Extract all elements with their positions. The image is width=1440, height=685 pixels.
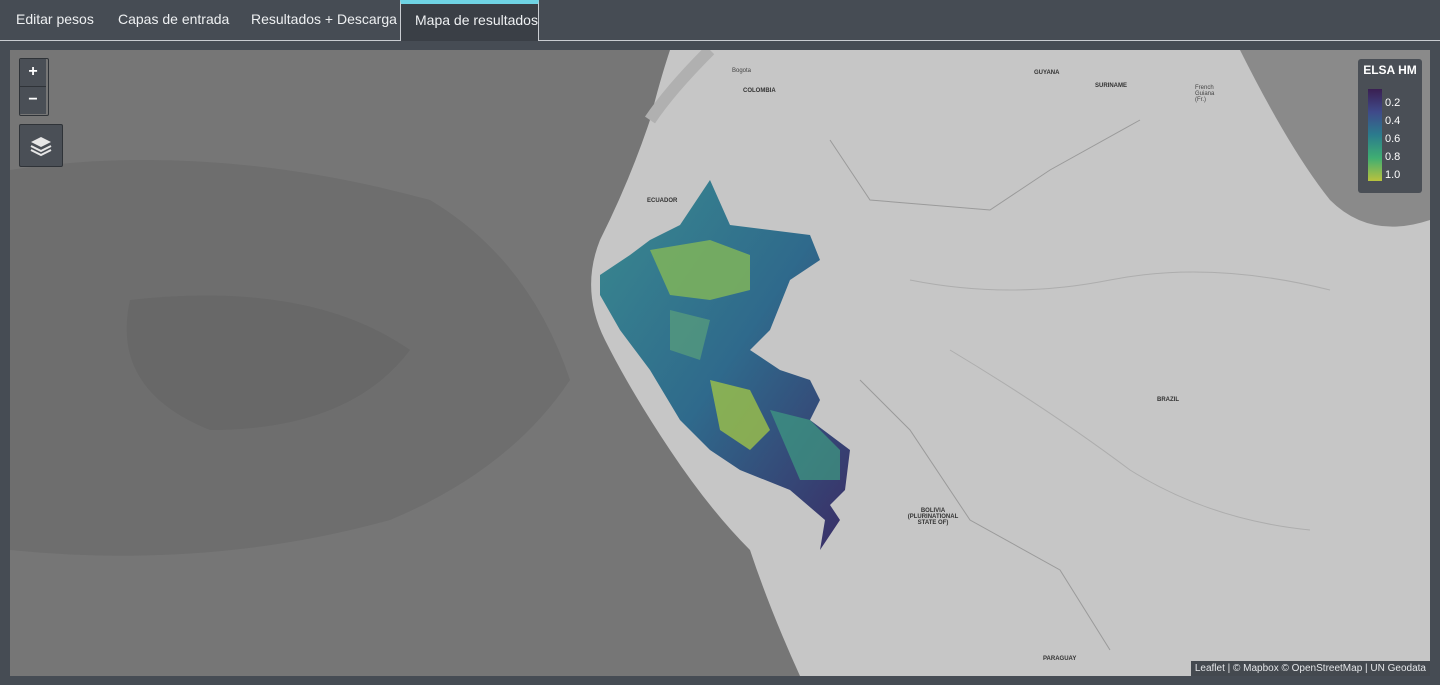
country-label-brazil: BRAZIL xyxy=(1157,397,1179,403)
legend-title: ELSA HM xyxy=(1363,63,1417,77)
tab-mapa-de-resultados[interactable]: Mapa de resultados xyxy=(400,0,539,41)
city-label: Bogota xyxy=(732,68,752,74)
layers-icon xyxy=(30,136,52,156)
legend-tick: 0.8 xyxy=(1385,151,1401,163)
legend-tick: 0.4 xyxy=(1385,115,1401,127)
country-label-suriname: SURINAME xyxy=(1095,83,1128,89)
country-label-guyana: GUYANA xyxy=(1034,70,1060,76)
tab-editar-pesos[interactable]: Editar pesos xyxy=(16,11,94,27)
layers-button[interactable] xyxy=(19,124,63,167)
legend-color-ramp xyxy=(1368,89,1382,181)
zoom-control: + − xyxy=(19,58,49,116)
legend: ELSA HM 0.2 0.4 0.6 0.8 1.0 xyxy=(1358,59,1422,193)
map-attribution[interactable]: Leaflet | © Mapbox © OpenStreetMap | UN … xyxy=(1190,661,1430,676)
country-label-colombia: COLOMBIA xyxy=(743,88,776,94)
basemap xyxy=(10,50,1430,676)
tab-bar: Editar pesos Capas de entrada Resultados… xyxy=(0,0,1440,41)
zoom-out-button[interactable]: − xyxy=(20,87,46,114)
country-label-bolivia: BOLIVIA (PLURINATIONAL STATE OF) xyxy=(907,508,959,526)
legend-tick: 0.2 xyxy=(1385,97,1401,109)
legend-tick: 0.6 xyxy=(1385,133,1401,145)
tab-resultados-descarga[interactable]: Resultados + Descarga xyxy=(251,11,397,27)
zoom-in-button[interactable]: + xyxy=(20,59,46,87)
country-label-paraguay: PARAGUAY xyxy=(1043,656,1077,662)
country-label-french-guiana: French Guiana (Fr.) xyxy=(1195,85,1215,103)
legend-tick: 1.0 xyxy=(1385,169,1401,181)
country-label-ecuador: ECUADOR xyxy=(647,198,678,204)
tab-capas-de-entrada[interactable]: Capas de entrada xyxy=(118,11,230,27)
results-map[interactable]: Bogota COLOMBIA GUYANA SURINAME French G… xyxy=(10,50,1430,676)
